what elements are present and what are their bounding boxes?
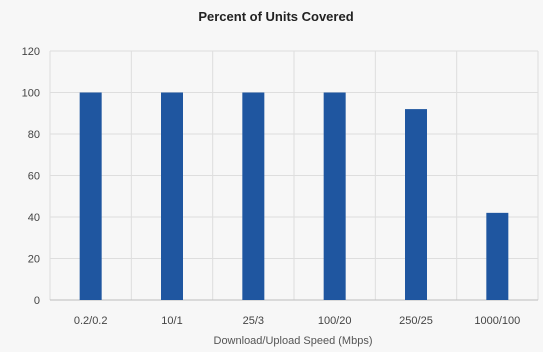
x-tick-label: 1000/100 xyxy=(474,315,520,327)
y-tick-label: 0 xyxy=(34,295,40,307)
chart-title: Percent of Units Covered xyxy=(198,9,353,24)
x-tick-label: 10/1 xyxy=(161,315,182,327)
y-tick-label: 60 xyxy=(28,171,40,183)
x-axis-ticks: 0.2/0.2 10/1 25/3 100/20 250/25 1000/100 xyxy=(74,315,520,327)
y-tick-label: 80 xyxy=(28,129,40,141)
x-tick-label: 25/3 xyxy=(243,315,264,327)
x-tick-label: 250/25 xyxy=(399,315,433,327)
bar xyxy=(323,92,346,300)
bar xyxy=(242,92,265,300)
x-tick-label: 100/20 xyxy=(318,315,352,327)
bar xyxy=(161,92,183,300)
y-tick-label: 120 xyxy=(22,46,40,58)
y-axis-ticks: 0 20 40 60 80 100 120 xyxy=(22,46,40,307)
x-tick-label: 0.2/0.2 xyxy=(74,315,108,327)
bars xyxy=(79,92,509,300)
x-axis-label: Download/Upload Speed (Mbps) xyxy=(214,335,373,347)
bar xyxy=(79,92,102,300)
bar xyxy=(405,109,427,300)
bar xyxy=(486,212,509,300)
grid-lines xyxy=(49,50,539,301)
y-tick-label: 100 xyxy=(22,88,40,100)
y-tick-label: 20 xyxy=(28,254,40,266)
y-tick-label: 40 xyxy=(28,212,40,224)
